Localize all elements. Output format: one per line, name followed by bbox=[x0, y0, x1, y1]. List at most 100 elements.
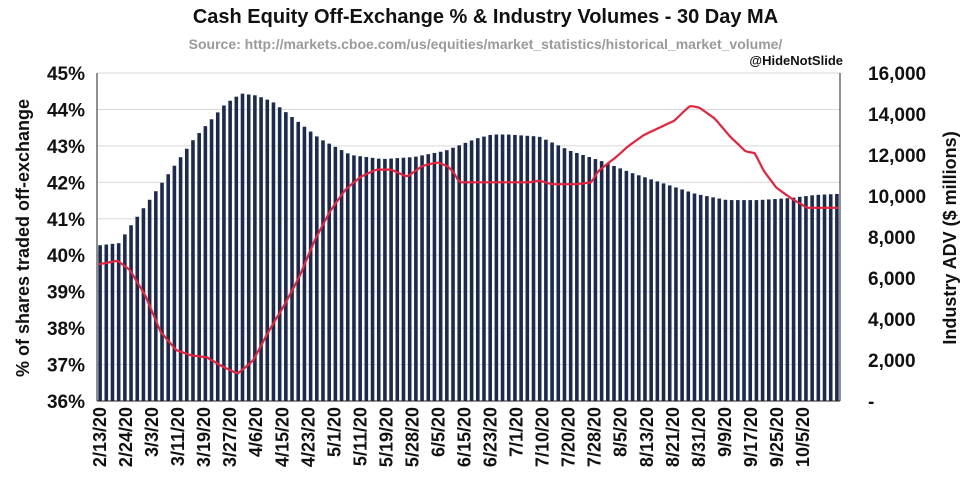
x-tick-label: 5/11/20 bbox=[350, 407, 370, 466]
adv-bar bbox=[116, 243, 121, 401]
adv-bar bbox=[556, 145, 561, 401]
right-tick-label: - bbox=[868, 392, 874, 413]
left-tick-label: 41% bbox=[47, 210, 85, 231]
gridlines bbox=[97, 72, 840, 402]
adv-bar bbox=[661, 183, 666, 401]
off-exchange-line bbox=[98, 105, 838, 375]
x-tick-label: 3/3/20 bbox=[142, 407, 162, 457]
adv-bar bbox=[674, 187, 678, 401]
left-tick-label: 40% bbox=[47, 246, 85, 267]
x-tick-label: 4/6/20 bbox=[246, 407, 266, 457]
adv-bar bbox=[779, 198, 783, 401]
adv-bar bbox=[401, 157, 406, 401]
adv-bar bbox=[234, 96, 239, 401]
x-tick-label: 7/1/20 bbox=[507, 407, 527, 457]
right-tick-label: 10,000 bbox=[868, 187, 926, 208]
x-tick-label: 3/11/20 bbox=[168, 407, 188, 466]
adv-bar bbox=[513, 134, 517, 401]
chart-source: Source: http://markets.cboe.com/us/equit… bbox=[188, 36, 783, 52]
adv-bar bbox=[754, 200, 759, 401]
x-tick-label: 8/21/20 bbox=[663, 407, 683, 467]
right-tick-label: 4,000 bbox=[868, 310, 916, 331]
adv-bar bbox=[636, 175, 641, 401]
adv-bar bbox=[345, 153, 350, 401]
adv-bar bbox=[432, 152, 437, 401]
adv-bar bbox=[723, 199, 728, 401]
adv-bar bbox=[383, 158, 387, 401]
adv-bar bbox=[822, 194, 827, 401]
x-tick-label: 4/15/20 bbox=[272, 407, 292, 467]
adv-bar bbox=[203, 126, 208, 402]
adv-bar bbox=[506, 134, 511, 401]
adv-bar bbox=[531, 136, 536, 401]
adv-bar bbox=[271, 102, 276, 402]
x-tick-label: 7/20/20 bbox=[559, 407, 579, 467]
adv-bar bbox=[110, 243, 115, 401]
adv-bar bbox=[797, 196, 802, 401]
x-tick-label: 3/19/20 bbox=[194, 407, 214, 467]
x-tick-label: 3/27/20 bbox=[220, 407, 240, 467]
adv-bar bbox=[438, 151, 443, 401]
adv-bar bbox=[630, 173, 635, 401]
adv-bar bbox=[488, 134, 492, 402]
left-tick-label: 42% bbox=[47, 173, 85, 194]
adv-bar bbox=[327, 143, 331, 401]
adv-bar bbox=[686, 191, 691, 401]
adv-bar bbox=[178, 157, 183, 401]
left-tick-label: 38% bbox=[47, 319, 85, 340]
adv-bar bbox=[643, 177, 647, 401]
adv-bar bbox=[618, 168, 622, 401]
adv-bar bbox=[240, 93, 245, 402]
adv-bar bbox=[463, 142, 468, 401]
adv-bar bbox=[804, 196, 808, 401]
adv-bar bbox=[209, 119, 214, 402]
adv-bar bbox=[835, 193, 839, 401]
adv-bar bbox=[810, 195, 814, 401]
adv-bar bbox=[104, 244, 109, 401]
adv-bar bbox=[568, 150, 573, 401]
adv-bar bbox=[519, 135, 523, 401]
adv-bar bbox=[172, 165, 177, 401]
adv-bar bbox=[736, 200, 740, 401]
adv-bar bbox=[562, 148, 567, 401]
adv-bar bbox=[575, 153, 579, 401]
adv-bar bbox=[711, 197, 715, 401]
adv-bar bbox=[587, 157, 592, 401]
x-tick-label: 6/5/20 bbox=[429, 407, 449, 457]
adv-bars bbox=[98, 93, 839, 402]
adv-bar bbox=[544, 139, 548, 401]
adv-bar bbox=[599, 161, 604, 401]
adv-bar bbox=[667, 185, 672, 401]
x-tick-label: 5/19/20 bbox=[376, 407, 396, 467]
adv-bar bbox=[475, 138, 480, 401]
adv-bar bbox=[228, 100, 232, 402]
left-axis-ticks: 36% 37% 38% 39% 40% 41% 42% 43% 44% 45% bbox=[47, 64, 85, 413]
chart-title: Cash Equity Off-Exchange % & Industry Vo… bbox=[192, 6, 779, 28]
right-axis-ticks: - 2,000 4,000 6,000 8,000 10,000 12,000 14,000 1… bbox=[868, 64, 926, 413]
left-tick-label: 43% bbox=[47, 137, 85, 158]
adv-bar bbox=[129, 225, 133, 401]
adv-bar bbox=[389, 158, 393, 401]
left-axis-label: % of shares traded off-exchange bbox=[13, 99, 33, 377]
left-tick-label: 39% bbox=[47, 283, 85, 304]
adv-bar bbox=[141, 208, 146, 401]
adv-bar bbox=[705, 196, 709, 401]
x-tick-label: 9/25/20 bbox=[767, 407, 787, 467]
adv-bar bbox=[612, 165, 616, 401]
adv-bar bbox=[246, 94, 251, 401]
adv-bar bbox=[414, 156, 418, 401]
adv-bar bbox=[123, 234, 127, 401]
right-tick-label: 12,000 bbox=[868, 146, 926, 167]
adv-bar bbox=[816, 194, 821, 401]
adv-bar bbox=[147, 199, 152, 401]
adv-bar bbox=[364, 157, 369, 401]
adv-bar bbox=[742, 200, 746, 401]
adv-bar bbox=[767, 199, 771, 401]
adv-bar bbox=[482, 136, 486, 401]
x-tick-label: 2/13/20 bbox=[90, 407, 110, 467]
left-tick-label: 44% bbox=[47, 100, 85, 121]
adv-bar bbox=[315, 136, 319, 401]
adv-bar bbox=[333, 146, 338, 401]
x-tick-label: 7/10/20 bbox=[533, 407, 553, 467]
left-tick-label: 36% bbox=[47, 392, 85, 413]
